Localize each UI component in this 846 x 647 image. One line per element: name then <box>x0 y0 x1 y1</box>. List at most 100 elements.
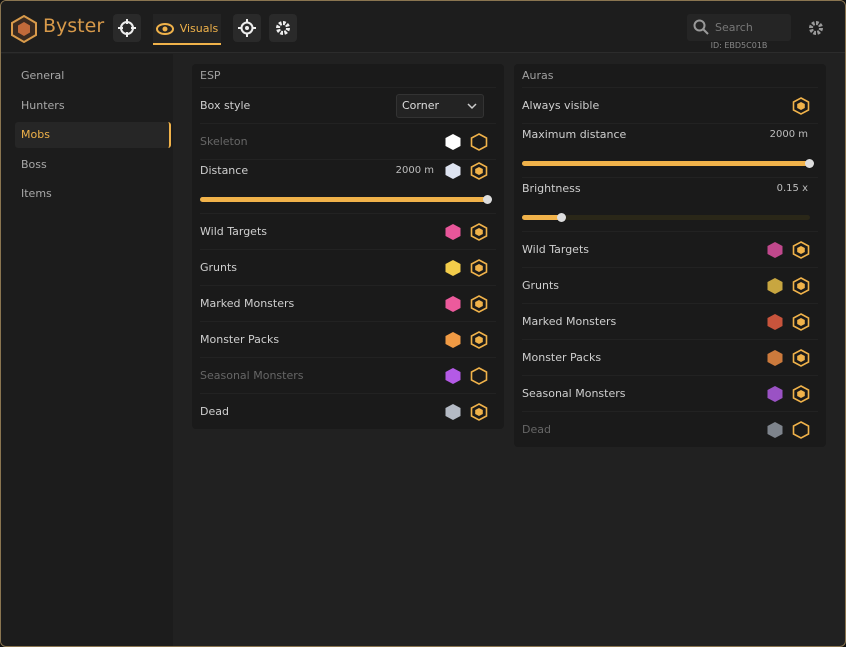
toggle[interactable] <box>792 313 810 331</box>
setting-label: Marked Monsters <box>522 315 617 328</box>
toggle[interactable] <box>792 421 810 439</box>
setting-row: Maximum distance 2000 m <box>522 123 818 177</box>
toggle[interactable] <box>792 241 810 259</box>
chevron <box>467 103 477 110</box>
search-placeholder: Search <box>715 21 753 34</box>
dropdown[interactable]: Corner <box>396 94 484 118</box>
setting-value: 2000 m <box>395 165 434 176</box>
setting-row: Dead <box>200 393 496 429</box>
slider-track[interactable] <box>522 159 814 168</box>
slider-fill <box>200 197 488 202</box>
slider-fill <box>522 161 810 166</box>
setting-label: Dead <box>200 405 229 418</box>
toggle[interactable] <box>470 403 488 421</box>
setting-row: Seasonal Monsters <box>522 375 818 411</box>
setting-row: Wild Targets <box>522 231 818 267</box>
setting-label: Grunts <box>522 279 560 292</box>
brand: Byster <box>43 15 105 37</box>
slider-knob[interactable] <box>805 159 814 168</box>
setting-label: Skeleton <box>200 135 248 148</box>
setting-value: 0.15 x <box>776 183 808 194</box>
toggle[interactable] <box>470 331 488 349</box>
setting-label: Always visible <box>522 99 600 112</box>
toggle[interactable] <box>470 133 488 151</box>
slider-fill <box>522 215 563 220</box>
global-settings[interactable] <box>807 19 825 37</box>
toggle[interactable] <box>470 162 488 180</box>
color-swatch[interactable] <box>444 259 462 277</box>
color-swatch[interactable] <box>766 349 784 367</box>
setting-row: Box style Corner <box>200 87 496 123</box>
setting-label: Grunts <box>200 261 238 274</box>
setting-label: Wild Targets <box>522 243 589 256</box>
setting-row: Distance 2000 m <box>200 159 496 213</box>
user-id: ID: EBD5C01B <box>710 41 768 50</box>
toggle[interactable] <box>470 367 488 385</box>
toggle[interactable] <box>792 97 810 115</box>
color-swatch[interactable] <box>444 162 462 180</box>
toggle[interactable] <box>470 223 488 241</box>
setting-row: Monster Packs <box>522 339 818 375</box>
setting-row: Always visible <box>522 87 818 123</box>
header: Byster Visuals Search ID: EBD5C01B <box>1 1 845 53</box>
setting-label: Marked Monsters <box>200 297 295 310</box>
sidebar-item[interactable]: General <box>21 69 65 82</box>
crosshair-button[interactable] <box>113 14 141 42</box>
color-swatch[interactable] <box>766 313 784 331</box>
toggle[interactable] <box>470 259 488 277</box>
auras-panel: Auras Always visible Maximum distance 2000 … <box>514 64 826 447</box>
color-swatch[interactable] <box>444 367 462 385</box>
setting-value: 2000 m <box>769 129 808 140</box>
slider-track[interactable] <box>200 195 492 204</box>
color-swatch[interactable] <box>444 331 462 349</box>
toggle[interactable] <box>792 277 810 295</box>
sidebar-item[interactable]: Boss <box>21 157 47 171</box>
setting-row: Marked Monsters <box>522 303 818 339</box>
setting-label: Box style <box>200 99 251 112</box>
setting-label: Distance <box>200 164 249 177</box>
slider-knob[interactable] <box>557 213 567 222</box>
panel-title: ESP <box>200 69 221 82</box>
setting-row: Wild Targets <box>200 213 496 249</box>
slider-track[interactable] <box>522 213 810 222</box>
color-swatch[interactable] <box>444 133 462 151</box>
sidebar-item[interactable]: Items <box>21 187 52 200</box>
color-swatch[interactable] <box>444 223 462 241</box>
setting-label: Monster Packs <box>522 351 602 364</box>
setting-label: Seasonal Monsters <box>200 369 304 382</box>
color-swatch[interactable] <box>444 403 462 421</box>
setting-label: Brightness <box>522 182 581 195</box>
setting-row: Skeleton <box>200 123 496 159</box>
logo <box>11 15 37 43</box>
color-swatch[interactable] <box>766 385 784 403</box>
esp-panel: ESP Box style Corner Skeleton Distance 2000 m… <box>192 64 504 429</box>
toggle[interactable] <box>470 295 488 313</box>
sidebar: General Hunters Mobs Boss Items <box>1 54 173 646</box>
setting-label: Maximum distance <box>522 128 627 141</box>
setting-row: Grunts <box>522 267 818 303</box>
sidebar-item[interactable]: Mobs <box>15 122 171 148</box>
setting-label: Seasonal Monsters <box>522 387 626 400</box>
setting-row: Grunts <box>200 249 496 285</box>
color-swatch[interactable] <box>766 421 784 439</box>
color-swatch[interactable] <box>444 295 462 313</box>
tab-label: Visuals <box>179 22 219 35</box>
sidebar-item[interactable]: Hunters <box>21 98 65 112</box>
setting-row: Marked Monsters <box>200 285 496 321</box>
setting-row: Seasonal Monsters <box>200 357 496 393</box>
toggle[interactable] <box>792 385 810 403</box>
toggle[interactable] <box>792 349 810 367</box>
search-box[interactable]: Search <box>687 14 791 41</box>
setting-label: Dead <box>522 423 551 436</box>
visuals-tab[interactable]: Visuals <box>153 14 221 45</box>
setting-row: Brightness 0.15 x <box>522 177 818 231</box>
color-swatch[interactable] <box>766 241 784 259</box>
color-swatch[interactable] <box>766 277 784 295</box>
setting-label: Monster Packs <box>200 333 280 346</box>
slider-knob[interactable] <box>483 195 492 204</box>
settings-button[interactable] <box>269 14 297 42</box>
panel-title: Auras <box>522 69 554 82</box>
setting-row: Dead <box>522 411 818 447</box>
target-button[interactable] <box>233 14 261 42</box>
